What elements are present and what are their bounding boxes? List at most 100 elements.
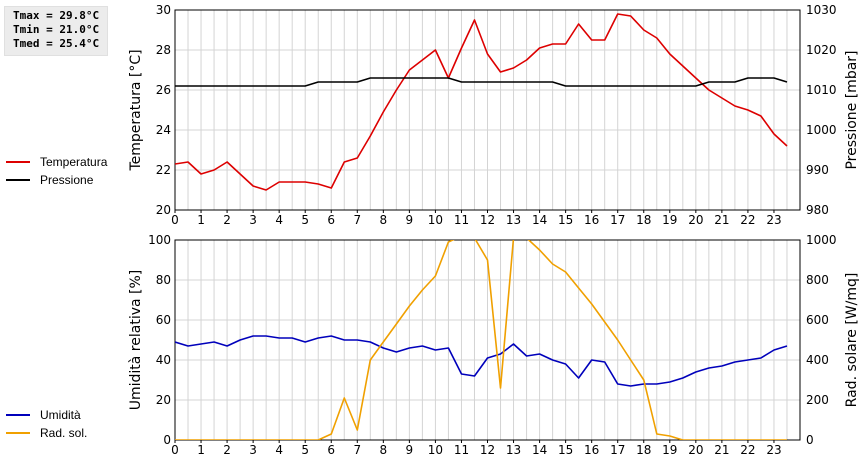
- x-tick-label: 21: [714, 213, 729, 227]
- chart-top: 0 1 2 3 4 5 6 7 8 9 10 11 12 13 14 15 16 17 18 19 20 21 22 2320…: [128, 3, 860, 227]
- x-tick-label: 19: [662, 443, 677, 457]
- y-left-tick-label: 26: [156, 83, 171, 97]
- x-tick-label: 13: [506, 443, 521, 457]
- x-tick-label: 17: [610, 213, 625, 227]
- y-left-tick-label: 30: [156, 3, 171, 17]
- x-tick-label: 0: [171, 443, 179, 457]
- y-right-tick-label: 1000: [806, 123, 837, 137]
- legend-item-pressione: Pressione: [6, 171, 107, 189]
- y-right-axis-label: Pressione [mbar]: [844, 50, 860, 169]
- y-right-tick-label: 600: [806, 313, 829, 327]
- series-line-pressione: [175, 77, 788, 87]
- y-left-tick-label: 22: [156, 163, 171, 177]
- x-tick-label: 20: [688, 213, 703, 227]
- x-tick-label: 3: [249, 443, 257, 457]
- x-tick-label: 7: [353, 443, 361, 457]
- x-tick-label: 2: [223, 443, 231, 457]
- legend-bottom: Umidità Rad. sol.: [6, 406, 87, 442]
- x-tick-label: 8: [380, 443, 388, 457]
- series-line-temperatura: [175, 13, 788, 191]
- y-right-axis-label: Rad. solare [W/mq]: [844, 273, 860, 408]
- x-tick-label: 12: [480, 443, 495, 457]
- stats-box: Tmax = 29.8°C Tmin = 21.0°C Tmed = 25.4°…: [4, 6, 108, 56]
- y-right-tick-label: 0: [806, 433, 814, 447]
- x-tick-label: 22: [740, 443, 755, 457]
- legend-label-umidita: Umidità: [40, 408, 81, 422]
- x-tick-label: 7: [353, 213, 361, 227]
- y-right-tick-label: 1020: [806, 43, 837, 57]
- legend-swatch-pressione: [6, 179, 30, 181]
- y-right-tick-label: 1030: [806, 3, 837, 17]
- x-tick-label: 15: [558, 213, 573, 227]
- y-right-tick-label: 1010: [806, 83, 837, 97]
- x-tick-label: 17: [610, 443, 625, 457]
- x-tick-label: 14: [532, 443, 547, 457]
- y-left-tick-label: 20: [156, 203, 171, 217]
- x-tick-label: 22: [740, 213, 755, 227]
- y-right-tick-label: 400: [806, 353, 829, 367]
- y-left-tick-label: 24: [156, 123, 171, 137]
- series-line-umidit: [175, 335, 788, 387]
- x-tick-label: 14: [532, 213, 547, 227]
- x-tick-label: 1: [197, 213, 205, 227]
- x-tick-label: 5: [301, 213, 309, 227]
- x-tick-label: 3: [249, 213, 257, 227]
- y-left-tick-label: 0: [163, 433, 171, 447]
- x-tick-label: 12: [480, 213, 495, 227]
- x-tick-label: 4: [275, 213, 283, 227]
- x-tick-label: 4: [275, 443, 283, 457]
- y-left-tick-label: 80: [156, 273, 171, 287]
- y-right-tick-label: 200: [806, 393, 829, 407]
- x-tick-label: 5: [301, 443, 309, 457]
- x-tick-label: 6: [327, 213, 335, 227]
- y-left-tick-label: 20: [156, 393, 171, 407]
- x-tick-label: 11: [454, 443, 469, 457]
- x-tick-label: 8: [380, 213, 388, 227]
- x-tick-label: 19: [662, 213, 677, 227]
- y-left-tick-label: 60: [156, 313, 171, 327]
- legend-item-rad-sol: Rad. sol.: [6, 424, 87, 442]
- stats-tmed: Tmed = 25.4°C: [13, 37, 100, 50]
- x-tick-label: 21: [714, 443, 729, 457]
- legend-item-umidita: Umidità: [6, 406, 87, 424]
- legend-item-temperatura: Temperatura: [6, 153, 107, 171]
- stats-tmin: Tmin = 21.0°C: [13, 23, 100, 36]
- x-tick-label: 9: [406, 213, 414, 227]
- y-left-axis-label: Umidità relativa [%]: [128, 270, 144, 411]
- legend-swatch-temperatura: [6, 161, 30, 163]
- x-tick-label: 15: [558, 443, 573, 457]
- x-tick-label: 23: [766, 213, 781, 227]
- legend-label-pressione: Pressione: [40, 173, 94, 187]
- series-line-rad-sol: [175, 240, 787, 440]
- x-tick-label: 23: [766, 443, 781, 457]
- y-right-tick-label: 990: [806, 163, 829, 177]
- x-tick-label: 10: [428, 213, 443, 227]
- y-left-tick-label: 28: [156, 43, 171, 57]
- chart-bottom: 0 1 2 3 4 5 6 7 8 9 10 11 12 13 14 15 16 17 18 19 20 21 22 2302…: [128, 233, 860, 457]
- legend-label-temperatura: Temperatura: [40, 155, 108, 169]
- y-right-tick-label: 980: [806, 203, 829, 217]
- x-tick-label: 16: [584, 213, 599, 227]
- stats-tmax: Tmax = 29.8°C: [13, 9, 100, 22]
- x-tick-label: 16: [584, 443, 599, 457]
- legend-swatch-rad-sol: [6, 432, 30, 434]
- x-tick-label: 6: [327, 443, 335, 457]
- legend-swatch-umidita: [6, 414, 30, 416]
- x-tick-label: 18: [636, 443, 651, 457]
- x-tick-label: 13: [506, 213, 521, 227]
- legend-label-rad-sol: Rad. sol.: [40, 426, 88, 440]
- x-tick-label: 10: [428, 443, 443, 457]
- x-tick-label: 9: [406, 443, 414, 457]
- x-tick-label: 1: [197, 443, 205, 457]
- y-right-tick-label: 800: [806, 273, 829, 287]
- y-left-axis-label: Temperatura [°C]: [128, 49, 144, 171]
- y-left-tick-label: 100: [148, 233, 171, 247]
- x-tick-label: 11: [454, 213, 469, 227]
- x-tick-label: 2: [223, 213, 231, 227]
- legend-top: Temperatura Pressione: [6, 153, 107, 189]
- y-right-tick-label: 1000: [806, 233, 837, 247]
- y-left-tick-label: 40: [156, 353, 171, 367]
- x-tick-label: 18: [636, 213, 651, 227]
- x-tick-label: 0: [171, 213, 179, 227]
